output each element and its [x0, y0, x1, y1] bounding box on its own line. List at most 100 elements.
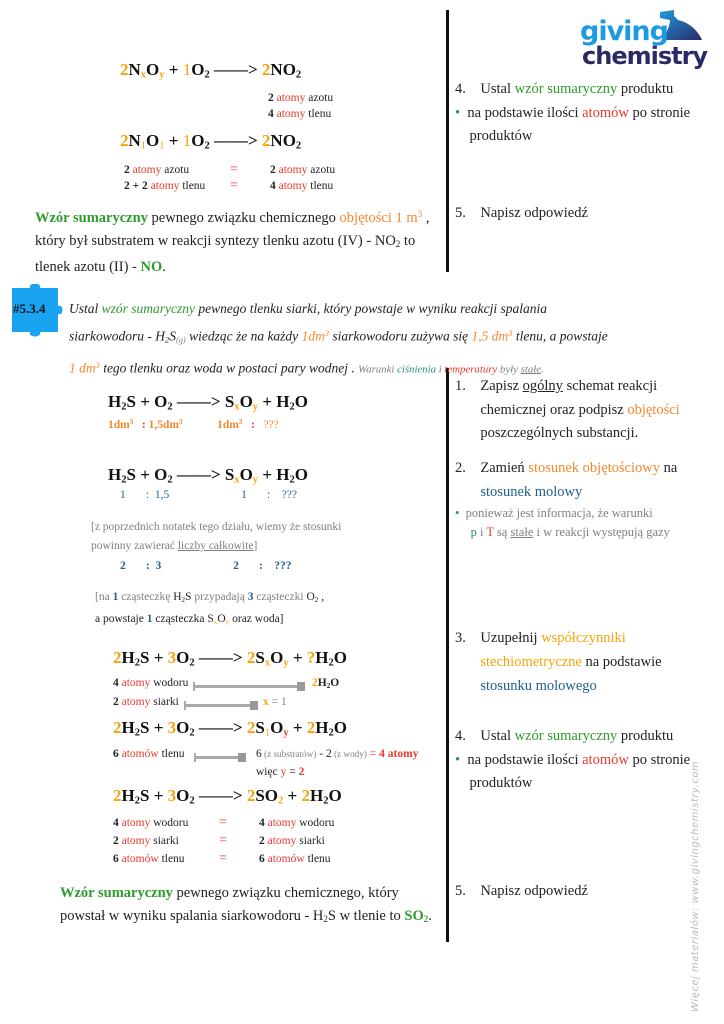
text-segment: 4. Ustal: [455, 81, 515, 97]
note: [z poprzednich notatek tego działu, wiem…: [91, 518, 341, 556]
balance-row: 4 atomy wodoru = 4 atomy wodoru: [113, 814, 334, 832]
equals-sign: =: [230, 162, 238, 177]
text-segment: 2: [121, 474, 127, 486]
text-segment: ——> S: [172, 392, 235, 411]
text-segment: 1: [159, 140, 165, 152]
text-segment: atomów: [582, 104, 629, 121]
text-segment: y: [283, 727, 289, 739]
text-segment: 2: [328, 657, 334, 669]
text-segment: 6: [113, 853, 119, 865]
step-3: 3. Uzupełnij współczynniki stechiometryc…: [455, 626, 662, 698]
text-line: 4. Ustal wzór sumaryczny produktu: [455, 78, 690, 102]
text-segment: 2: [326, 681, 331, 690]
text-line: siarkowodoru - H2S(g) wiedząc że na każd…: [69, 321, 608, 353]
balance-left: 2 atomy azotu: [124, 164, 189, 176]
text-line: 1. Zapisz ogólny schemat reakcji: [455, 375, 680, 399]
text-segment: 3: [129, 418, 134, 426]
text-segment: :: [242, 418, 264, 431]
text-line: • na podstawie ilości atomów po stronie: [455, 749, 690, 773]
balance-right: 6 atomów tlenu: [259, 850, 331, 868]
text-segment: .: [541, 363, 544, 376]
text-segment: 1dm: [182, 418, 239, 431]
text-segment: - 2: [316, 748, 332, 760]
equals-sign: =: [219, 851, 227, 866]
text-segment: NO: [270, 60, 296, 79]
text-line: powstał w wyniku spalania siarkowodoru -…: [60, 905, 432, 931]
text-segment: oraz woda]: [229, 612, 284, 625]
text-segment: 5. Napisz odpowiedź: [455, 205, 588, 221]
text-segment: wiedząc że na każdy: [185, 328, 302, 344]
text-segment: produktu: [617, 728, 674, 744]
text-segment: atomy: [129, 164, 162, 176]
text-segment: x: [264, 657, 271, 669]
text-segment: H: [155, 328, 166, 344]
text-segment: na podstawie: [581, 654, 662, 670]
text-segment: stechiometryczne: [480, 654, 582, 670]
text-segment: a powstaje: [95, 612, 147, 625]
text-segment: .: [428, 908, 432, 924]
text-segment: O: [294, 392, 308, 411]
text-segment: 2: [113, 696, 119, 708]
product-atoms: 2 atomy azotu 4 atomy tlenu: [268, 90, 333, 122]
oxygen-atoms: 6 atomów tlenu: [113, 748, 185, 760]
text-segment: chemicznej oraz podpisz: [455, 401, 628, 418]
balance-right: 2 atomy azotu: [270, 162, 335, 178]
oxygen-result-y: więc y = 2: [256, 766, 304, 778]
text-segment: 3. Uzupełnij: [455, 630, 542, 646]
text-segment: który był substratem w reakcji syntezy t…: [35, 232, 396, 249]
text-segment: wzór sumaryczny: [101, 301, 196, 316]
text-segment: 1: [264, 727, 271, 739]
text-segment: S +: [140, 648, 168, 667]
equals-sign: =: [219, 833, 227, 848]
text-segment: były: [497, 363, 521, 376]
text-segment: SO: [404, 908, 424, 924]
text-segment: +: [288, 648, 307, 667]
text-segment: atomy: [264, 817, 297, 829]
text-line: Ustal wzór sumaryczny pewnego tlenku sia…: [69, 296, 608, 321]
text-line: p i T są stałe i w reakcji występują gaz…: [455, 523, 670, 542]
equation: 2H2S + 3O2 ——> 2SO2 + 2H2O: [113, 786, 342, 807]
text-segment: O: [330, 677, 340, 689]
balance-left: 2 + 2 atomy tlenu: [124, 180, 205, 192]
text-segment: temperatury: [444, 363, 498, 376]
text-segment: 3: [167, 786, 177, 805]
text-segment: cząsteczki: [253, 591, 307, 603]
text-segment: 3: [238, 418, 243, 426]
text-segment: 1 : 1,5 1 : ???: [120, 489, 297, 501]
text-segment: y: [280, 766, 287, 778]
text-segment: H: [309, 786, 324, 805]
text-segment: przypadają: [191, 591, 248, 603]
text-segment: siarki: [296, 835, 325, 847]
column-divider: [446, 10, 449, 272]
text-segment: są: [493, 525, 511, 539]
text-segment: 6: [113, 748, 119, 760]
text-segment: wodoru: [150, 817, 189, 829]
text-segment: 2: [165, 335, 170, 345]
text-segment: atomów: [118, 853, 159, 865]
text-segment: S +: [140, 786, 168, 805]
text-segment: H: [121, 786, 135, 805]
text-segment: 2: [423, 914, 429, 925]
text-segment: =: [366, 748, 380, 760]
text-segment: siarkowodoru -: [69, 328, 156, 344]
text-segment: 3: [179, 418, 183, 426]
text-segment: ——> S: [172, 465, 235, 484]
text-segment: 2: [113, 835, 119, 847]
text-segment: x: [140, 69, 147, 81]
text-segment: ——>: [209, 60, 262, 79]
text-segment: H: [317, 677, 327, 689]
text-segment: wzór sumaryczny: [514, 728, 618, 744]
text-segment: atomy: [275, 180, 308, 192]
atom-balance: 4 atomy wodoru = 4 atomy wodoru 2 atomy sia…: [113, 814, 334, 868]
puzzle-icon: [12, 284, 63, 337]
text-segment: 2: [259, 835, 265, 847]
text-segment: 2: [289, 474, 295, 486]
text-segment: x: [234, 401, 240, 413]
text-line: Wzór sumaryczny pewnego związku chemiczn…: [60, 882, 432, 905]
text-segment: cząsteczka: [152, 612, 208, 625]
oxygen-result: 6 (z substratów) - 2 (z wody) = 4 atomy: [256, 748, 418, 760]
text-segment: atomy: [118, 696, 151, 708]
text-line: stosunku molowego: [455, 674, 662, 698]
text-segment: +: [288, 718, 307, 737]
